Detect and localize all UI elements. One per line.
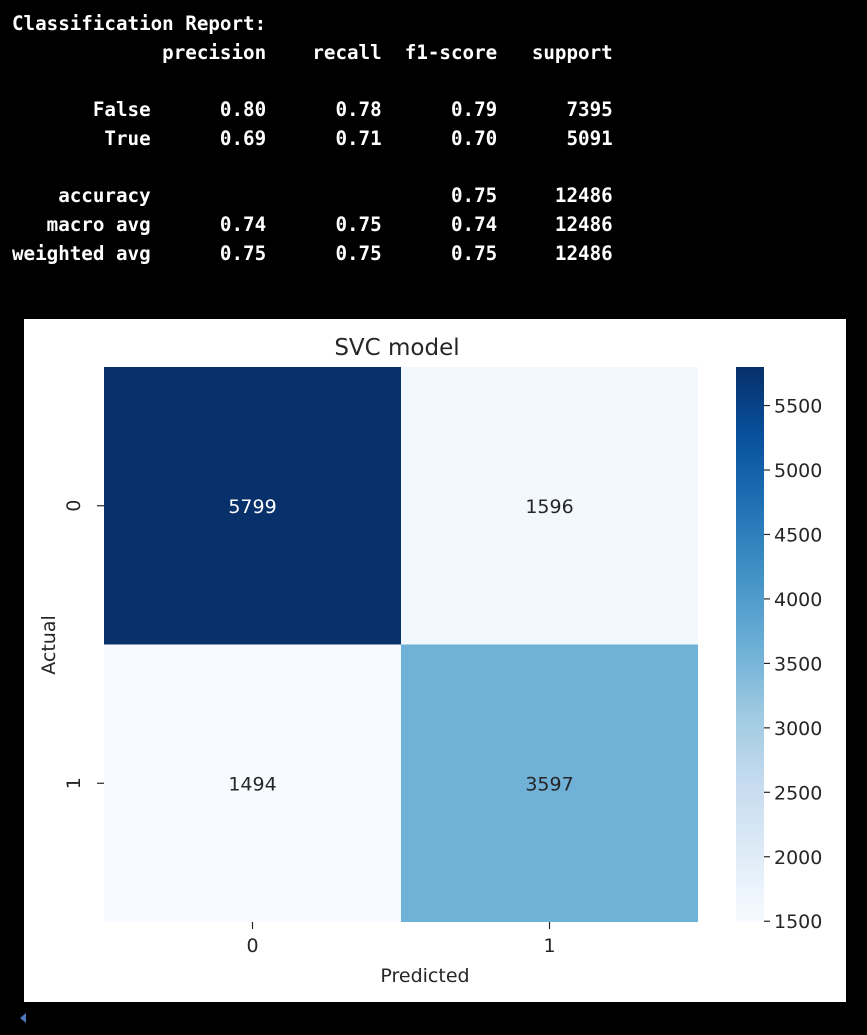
x-axis-label: Predicted	[380, 965, 469, 987]
colorbar-tick-label-3000: 3000	[774, 718, 822, 740]
heatmap-cell-1-0	[104, 644, 401, 922]
colorbar-tick-label-5500: 5500	[774, 396, 822, 418]
y-axis-label: Actual	[38, 615, 60, 675]
heatmap-cell-value-1-1: 3597	[525, 773, 573, 795]
chart-title: SVC model	[334, 335, 459, 361]
x-tick-label-1: 1	[543, 935, 555, 957]
y-tick-label-0: 0	[63, 500, 85, 512]
scroll-left-arrow-icon[interactable]	[20, 1013, 26, 1023]
colorbar-tick-label-4000: 4000	[774, 589, 822, 611]
heatmap-cell-0-0	[104, 367, 401, 645]
heatmap-cell-0-1	[401, 367, 698, 645]
colorbar-tick-label-3500: 3500	[774, 653, 822, 675]
heatmap-cell-1-1	[401, 644, 698, 922]
y-tick-label-1: 1	[63, 777, 85, 789]
heatmap-cell-value-1-0: 1494	[228, 773, 276, 795]
classification-report-output: Classification Report: precision recall …	[12, 12, 613, 265]
colorbar-tick-label-2500: 2500	[774, 782, 822, 804]
heatmap-cell-value-0-1: 1596	[525, 496, 573, 518]
colorbar-tick-label-2000: 2000	[774, 847, 822, 869]
colorbar-tick-label-1500: 1500	[774, 911, 822, 933]
colorbar-tick-label-4500: 4500	[774, 524, 822, 546]
colorbar	[736, 367, 764, 922]
x-tick-label-0: 0	[246, 935, 258, 957]
heatmap-cell-value-0-0: 5799	[228, 496, 276, 518]
colorbar-tick-label-5000: 5000	[774, 460, 822, 482]
